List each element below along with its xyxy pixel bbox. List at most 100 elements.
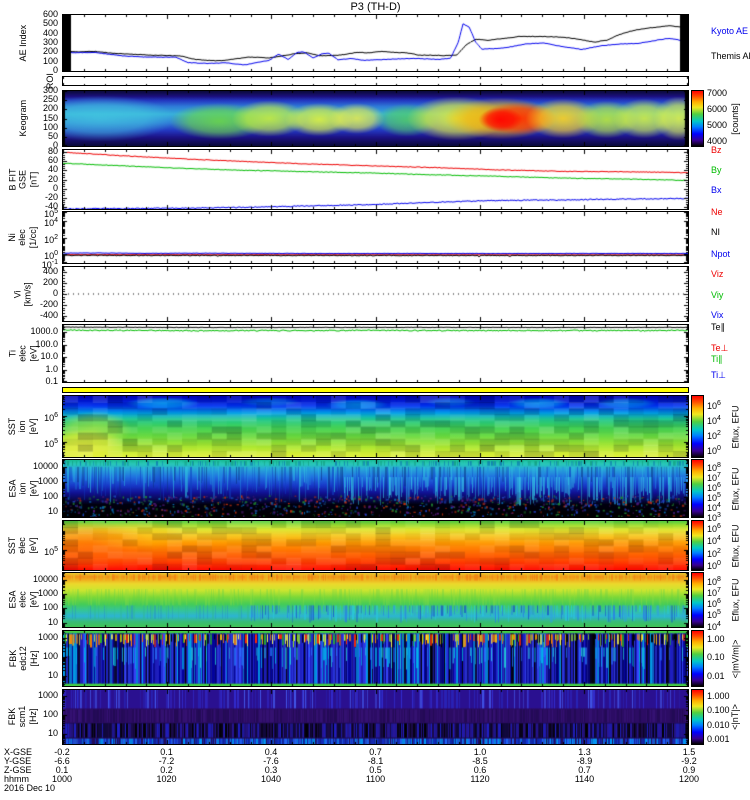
esa-ion-ytick: 100	[42, 491, 58, 502]
vi-plot	[63, 267, 688, 321]
x-axis-value: -8.1	[367, 756, 384, 766]
esa-elec-ytick: 1000	[37, 588, 58, 599]
x-axis-value: -8.5	[472, 756, 488, 766]
colorbar-tick-label: 102	[707, 429, 721, 441]
colorbar	[691, 689, 704, 745]
colorbar-tick-label: 4000	[707, 136, 728, 147]
esa-ion-ytick: 1000	[37, 476, 58, 487]
series-label-te: Te∥	[711, 322, 726, 332]
fbk-edc12-spectrogram	[63, 631, 688, 686]
b-fit-ytick: 0	[52, 182, 58, 193]
panel-fbk-scm1	[62, 689, 689, 745]
x-axis-value: -7.6	[263, 756, 279, 766]
colorbar	[691, 395, 704, 458]
panel-esa-ion	[62, 459, 689, 518]
x-axis-value: 0.1	[160, 747, 173, 757]
x-axis-value: 1120	[470, 774, 490, 784]
colorbar-unit-label: Eflux, EFU	[730, 466, 741, 511]
esa-elec-spectrogram	[63, 573, 688, 627]
panel-ti	[62, 324, 689, 383]
ti-ytick: 1000.0	[30, 326, 58, 337]
roi-plot	[63, 77, 688, 85]
keogram-ytick: 100	[42, 121, 58, 132]
x-axis-value: -8.9	[576, 756, 593, 766]
ti-ytick: 10.0	[40, 351, 58, 362]
fbk-edc12-ytick: 100	[42, 650, 58, 661]
colorbar-tick-label: 100	[707, 559, 721, 571]
b-fit-ytick: 20	[47, 173, 58, 184]
x-axis-value: 0.7	[578, 765, 591, 775]
fbk-scm1-ytick: 10	[47, 728, 58, 739]
keogram-ytick: 50	[47, 130, 58, 141]
ae-index-ytick: 600	[42, 9, 58, 19]
ae-index-ytick: 100	[42, 55, 58, 66]
sst-ion-spectrogram	[63, 396, 688, 457]
colorbar-tick-label: 0.01	[707, 671, 725, 682]
colorbar-tick-label: 106	[707, 523, 721, 535]
colorbar-unit-label: [counts]	[730, 102, 740, 135]
colorbar-tick-label: 105	[707, 491, 721, 503]
vi-ytick: -400	[39, 309, 58, 320]
series-label-by: By	[711, 165, 722, 175]
colorbar	[691, 90, 704, 147]
fbk-scm1-ytick: 100	[42, 709, 58, 720]
x-axis-value: -0.2	[54, 747, 70, 757]
ae-index-plot	[63, 15, 688, 71]
colorbar-tick-label: 0.010	[707, 719, 730, 730]
colorbar-tick-label: 106	[707, 481, 721, 493]
x-axis-row-label: Z-GSE	[4, 765, 32, 775]
x-axis-value: 0.9	[682, 765, 696, 775]
colorbar-unit-label: Eflux, EFU	[730, 404, 741, 449]
x-axis-value: 1.5	[682, 747, 696, 757]
series-label-te: Te⊥	[711, 343, 729, 353]
colorbar-tick-label: 108	[707, 461, 721, 473]
panel-b-fit	[62, 149, 689, 210]
colorbar-unit-label: Eflux, EFU	[730, 523, 741, 568]
ae-index-ytick: 500	[42, 18, 58, 29]
sst-ion-ytick: 105	[44, 437, 58, 449]
keogram-ytick: 200	[42, 103, 58, 114]
ti-ytick: 100.0	[35, 338, 58, 349]
x-axis-value: 0.6	[473, 765, 487, 775]
ti-ytick: 0.1	[45, 376, 58, 386]
colorbar-tick-label: 1.00	[707, 633, 725, 644]
x-axis-row-label: X-GSE	[4, 747, 33, 757]
ae-index-ytick: 0	[52, 65, 58, 75]
colorbar-unit-label: <|nT|>	[730, 704, 741, 730]
x-axis-value: 0.3	[264, 765, 278, 775]
ae-index-ytick: 300	[42, 37, 58, 47]
colorbar	[691, 630, 704, 687]
x-axis-value: -7.2	[158, 756, 175, 766]
series-label-viz: Viz	[711, 269, 724, 279]
x-axis-value: 0.2	[160, 765, 173, 775]
colorbar-tick-label: 104	[707, 502, 721, 514]
esa-elec-ytick: 10000	[32, 573, 58, 584]
colorbar-tick-label: 0.001	[707, 734, 730, 745]
ae-index-ytick: 400	[42, 27, 58, 38]
series-label-viy: Viy	[711, 290, 724, 300]
vi-ytick: 200	[42, 277, 58, 288]
colorbar-tick-label: 6000	[707, 104, 728, 115]
panel-esa-elec	[62, 572, 689, 628]
sst-ion-ytick: 106	[44, 412, 58, 424]
colorbar-tick-label: 100	[707, 444, 721, 456]
keogram-ytick: 0	[52, 140, 58, 150]
colorbar-tick-label: 5000	[707, 120, 728, 131]
x-axis-value: 1020	[156, 774, 177, 784]
ni-plot	[63, 212, 688, 263]
vi-ytick: 0	[52, 288, 58, 298]
colorbar-tick-label: 104	[707, 535, 721, 547]
vi-ytick: -200	[39, 298, 58, 309]
ni-ytick: 10-1	[41, 259, 58, 270]
series-label-themisae: Themis AE	[711, 51, 750, 61]
ni-ytick: 104	[44, 216, 58, 228]
x-axis-value: -6.6	[54, 756, 70, 766]
x-axis-row-label: Y-GSE	[4, 756, 32, 766]
panel-roi	[62, 76, 689, 86]
colorbar-tick-label: 0.100	[707, 705, 730, 716]
colorbar-tick-label: 105	[707, 609, 721, 621]
x-axis-value: 0.7	[369, 747, 382, 757]
fbk-edc12-ytick: 1000	[37, 631, 58, 642]
ti-plot	[63, 325, 688, 382]
